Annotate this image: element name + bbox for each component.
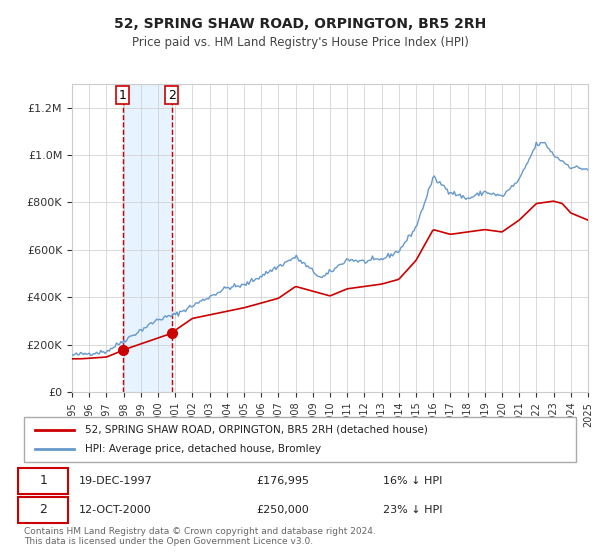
Text: 2: 2 [40, 503, 47, 516]
Text: 19-DEC-1997: 19-DEC-1997 [79, 476, 153, 486]
Text: 1: 1 [40, 474, 47, 487]
Text: 52, SPRING SHAW ROAD, ORPINGTON, BR5 2RH (detached house): 52, SPRING SHAW ROAD, ORPINGTON, BR5 2RH… [85, 424, 428, 435]
Text: 16% ↓ HPI: 16% ↓ HPI [383, 476, 442, 486]
Text: HPI: Average price, detached house, Bromley: HPI: Average price, detached house, Brom… [85, 445, 321, 455]
Text: 12-OCT-2000: 12-OCT-2000 [79, 505, 152, 515]
Text: 52, SPRING SHAW ROAD, ORPINGTON, BR5 2RH: 52, SPRING SHAW ROAD, ORPINGTON, BR5 2RH [114, 17, 486, 31]
Text: Contains HM Land Registry data © Crown copyright and database right 2024.
This d: Contains HM Land Registry data © Crown c… [24, 526, 376, 546]
Text: 2: 2 [167, 88, 176, 101]
FancyBboxPatch shape [19, 468, 68, 494]
Text: £176,995: £176,995 [256, 476, 309, 486]
Text: £250,000: £250,000 [256, 505, 308, 515]
Bar [123, 84, 172, 392]
Text: 1: 1 [119, 88, 127, 101]
FancyBboxPatch shape [19, 497, 68, 522]
Text: 23% ↓ HPI: 23% ↓ HPI [383, 505, 442, 515]
FancyBboxPatch shape [24, 417, 576, 462]
Text: Price paid vs. HM Land Registry's House Price Index (HPI): Price paid vs. HM Land Registry's House … [131, 36, 469, 49]
